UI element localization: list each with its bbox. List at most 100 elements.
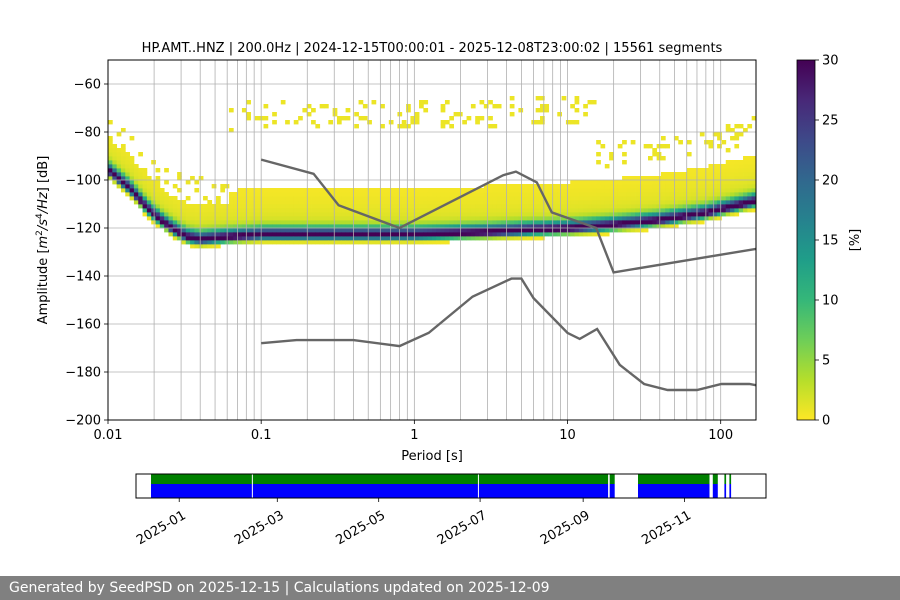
heatmap-cell: [190, 208, 195, 213]
heatmap-cell: [207, 232, 213, 237]
heatmap-cell: [509, 184, 515, 189]
high-noise-model-line: [260, 158, 756, 274]
heatmap-cell: [332, 216, 338, 221]
heatmap-cell: [237, 240, 243, 245]
heatmap-cell: [699, 196, 705, 201]
heatmap-cell: [483, 208, 489, 213]
heatmap-cell: [743, 188, 748, 193]
heatmap-cell: [254, 228, 260, 233]
heatmap-cell: [276, 220, 282, 225]
heatmap-cell: [540, 188, 545, 193]
heatmap-cell: [483, 212, 489, 217]
heatmap-cell: [604, 208, 610, 213]
heatmap-cell: [250, 212, 256, 217]
heatmap-cell: [419, 212, 424, 217]
heatmap-cell: [475, 220, 480, 225]
heatmap-cell: [211, 244, 217, 249]
heatmap-cell: [518, 200, 524, 205]
heatmap-cell: [285, 196, 290, 201]
heatmap-cell: [570, 228, 575, 233]
heatmap-cell: [246, 204, 251, 209]
heatmap-cell: [254, 236, 260, 241]
heatmap-cell: [207, 200, 213, 205]
heatmap-cell: [444, 208, 450, 213]
heatmap-cell: [267, 216, 273, 221]
y-tick-label: −100: [65, 174, 101, 189]
heatmap-cell: [738, 188, 744, 193]
heatmap-cell: [414, 204, 420, 209]
heatmap-cell: [548, 188, 554, 193]
heatmap-cell: [509, 96, 515, 101]
heatmap-cell: [198, 220, 204, 225]
heatmap-cell: [406, 208, 411, 213]
heatmap-cell: [211, 240, 217, 245]
heatmap-cell: [293, 232, 299, 237]
heatmap-cell: [336, 120, 342, 125]
heatmap-cell: [639, 192, 645, 197]
heatmap-cell: [682, 172, 688, 177]
heatmap-cell: [384, 216, 390, 221]
heatmap-cell: [272, 196, 277, 201]
heatmap-cell: [747, 196, 753, 201]
heatmap-cell: [315, 228, 321, 233]
heatmap-cell: [220, 188, 226, 193]
heatmap-cell: [708, 168, 714, 173]
heatmap-cell: [358, 232, 364, 237]
heatmap-cell: [604, 200, 610, 205]
heatmap-cell: [272, 192, 277, 197]
heatmap-cell: [241, 200, 247, 205]
heatmap-cell: [691, 192, 696, 197]
heatmap-cell: [406, 188, 411, 193]
heatmap-cell: [509, 236, 515, 241]
heatmap-cell: [514, 184, 519, 189]
heatmap-cell: [336, 228, 342, 233]
heatmap-cell: [436, 188, 442, 193]
heatmap-cell: [565, 120, 571, 125]
heatmap-cell: [648, 180, 653, 185]
heatmap-cell: [315, 212, 321, 217]
heatmap-cell: [362, 240, 368, 245]
heatmap-cell: [622, 152, 627, 157]
heatmap-cell: [565, 188, 571, 193]
heatmap-cell: [315, 200, 321, 205]
heatmap-cell: [544, 196, 550, 201]
heatmap-cell: [501, 188, 506, 193]
heatmap-cell: [747, 164, 753, 169]
heatmap-cell: [665, 220, 670, 225]
heatmap-cell: [250, 228, 256, 233]
heatmap-cell: [401, 120, 407, 125]
heatmap-cell: [371, 232, 377, 237]
heatmap-cell: [250, 240, 256, 245]
heatmap-cell: [250, 208, 256, 213]
heatmap-cell: [393, 208, 398, 213]
heatmap-cell: [501, 200, 506, 205]
heatmap-cell: [432, 216, 437, 221]
heatmap-cell: [535, 236, 541, 241]
heatmap-cell: [233, 224, 238, 229]
heatmap-cell: [315, 240, 321, 245]
heatmap-cell: [462, 216, 467, 221]
heatmap-cell: [336, 216, 342, 221]
heatmap-cell: [401, 200, 407, 205]
heatmap-cell: [358, 196, 364, 201]
heatmap-cell: [319, 228, 325, 233]
heatmap-cell: [401, 236, 407, 241]
heatmap-cell: [332, 240, 338, 245]
heatmap-cell: [108, 160, 113, 165]
heatmap-cell: [319, 220, 325, 225]
heatmap-cell: [250, 224, 256, 229]
heatmap-cell: [544, 232, 550, 237]
heatmap-cell: [367, 224, 372, 229]
heatmap-cell: [263, 212, 269, 217]
heatmap-cell: [112, 164, 118, 169]
heatmap-cell: [172, 220, 178, 225]
heatmap-cell: [444, 204, 450, 209]
heatmap-cell: [717, 132, 722, 137]
heatmap-cell: [488, 204, 493, 209]
heatmap-cell: [648, 216, 653, 221]
heatmap-cell: [267, 204, 273, 209]
heatmap-cell: [427, 236, 433, 241]
heatmap-cell: [522, 220, 528, 225]
heatmap-cell: [613, 212, 619, 217]
heatmap-cell: [116, 148, 122, 153]
